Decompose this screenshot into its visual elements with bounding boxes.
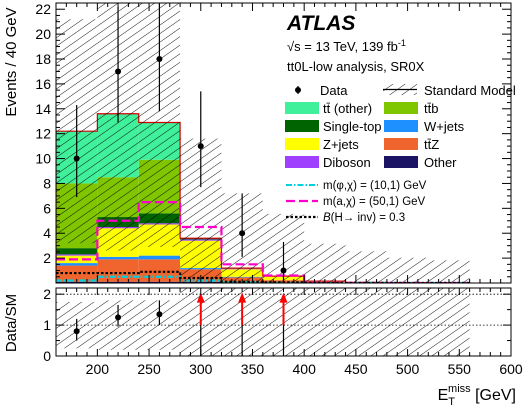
legend-signal-phi: m(φ,χ) = (10,1) GeV: [286, 180, 427, 192]
x-tick-label: 200: [86, 361, 110, 377]
legend-singletop: Single-top: [285, 119, 382, 134]
svg-text:Single-top: Single-top: [323, 119, 382, 134]
main-y-tick-label: 16: [35, 76, 51, 92]
y-axis-label: Events / 40 GeV: [3, 7, 20, 116]
legend-data: Data: [295, 83, 348, 98]
main-y-tick-label: 18: [35, 51, 51, 67]
svg-text:Data: Data: [320, 83, 348, 98]
svg-text:Diboson: Diboson: [323, 155, 371, 170]
main-y-tick-label: 22: [35, 1, 51, 17]
legend-ttz: tt̄Z: [384, 137, 439, 152]
data-point-0: [73, 155, 80, 162]
ratio-band-7: [345, 288, 387, 356]
ratio-arrow-head-2: [279, 292, 288, 303]
signal-line-2: [56, 270, 470, 283]
ratio-band-8: [386, 288, 429, 356]
signal-line-1: [56, 201, 470, 283]
ratio-y-tick-label: 2: [43, 286, 51, 302]
legend-wjets: W+jets: [384, 119, 465, 134]
x-tick-label: 300: [189, 361, 213, 377]
main-panel: 2 4 6 8 10 12 14 16 18 20 22: [35, 1, 512, 284]
ratio-y-axis-label: Data/SM: [3, 294, 20, 352]
sm-uncertainty-band-7: [345, 251, 387, 283]
bar-w-jets-1: [97, 256, 139, 260]
legend-signal-a: m(a,χ) = (50,1) GeV: [286, 196, 426, 208]
x-tick-label: 250: [137, 361, 161, 377]
main-y-tick-label: 8: [43, 175, 51, 191]
legend-signal-hinv: B(H→ inv) = 0.3: [286, 212, 405, 224]
data-point-5: [280, 267, 287, 274]
ratio-point-2: [156, 311, 163, 318]
legend-sm: Standard Model: [383, 83, 516, 98]
main-y-tick-label: 12: [35, 126, 51, 142]
bar-tt-z-2: [138, 259, 181, 282]
svg-text:Z+jets: Z+jets: [323, 137, 359, 152]
ratio-y-tick-label: 0: [43, 348, 51, 364]
x-tick-label: 550: [448, 361, 472, 377]
legend: Data Standard Model tt̄ (other) tt̄b Sin…: [285, 83, 516, 224]
legend-diboson: Diboson: [285, 155, 371, 170]
ratio-panel: 0 1 2 200 250 300 350 400 450 500 550 600: [43, 286, 523, 377]
x-tick-label: 450: [344, 361, 368, 377]
svg-text:Other: Other: [424, 155, 457, 170]
ratio-point-1: [115, 314, 122, 321]
ratio-y-tick-label: 1: [43, 317, 51, 333]
data-point-1: [115, 68, 122, 75]
x-tick-label: 600: [499, 361, 523, 377]
bar-w-jets-0: [56, 263, 98, 266]
atlas-label: ATLAS: [286, 12, 355, 35]
x-tick-label: 400: [293, 361, 317, 377]
ratio-arrow-head-0: [196, 292, 205, 303]
x-tick-label: 500: [396, 361, 420, 377]
svg-text:B(H→ inv) = 0.3: B(H→ inv) = 0.3: [323, 212, 405, 224]
svg-text:tt̄Z: tt̄Z: [424, 137, 439, 152]
ratio-band-6: [304, 288, 346, 356]
data-point-4: [239, 230, 246, 237]
ratio-arrow-head-1: [238, 292, 247, 303]
x-tick-label: 350: [241, 361, 265, 377]
main-y-tick-label: 10: [35, 151, 51, 167]
bar-diboson-0: [56, 254, 98, 256]
svg-text:tt̄ (other): tt̄ (other): [323, 101, 372, 116]
bar-w-jets-2: [138, 255, 181, 260]
main-y-tick-label: 20: [35, 26, 51, 42]
ratio-band-9: [428, 288, 470, 356]
main-y-tick-label: 14: [35, 101, 51, 117]
analysis-label: tt0L-low analysis, SR0X: [287, 59, 425, 74]
legend-ttother: tt̄ (other): [285, 101, 372, 116]
x-axis-label: ETmiss [GeV]: [438, 383, 516, 408]
data-point-3: [197, 143, 204, 150]
ratio-point-0: [73, 328, 80, 335]
main-y-tick-label: 6: [43, 200, 51, 216]
bar-tt-z-0: [56, 265, 98, 282]
legend-zjets: Z+jets: [285, 137, 359, 152]
svg-text:Standard Model: Standard Model: [424, 83, 516, 98]
energy-lumi-label: √s = 13 TeV, 139 fb-1: [287, 38, 406, 54]
svg-text:m(φ,χ) = (10,1) GeV: m(φ,χ) = (10,1) GeV: [323, 180, 427, 192]
data-point-2: [156, 56, 163, 62]
bar-tt-z-1: [97, 259, 139, 282]
svg-text:m(a,χ) = (50,1) GeV: m(a,χ) = (50,1) GeV: [323, 196, 426, 208]
main-y-tick-label: 4: [43, 225, 51, 241]
legend-ttb: tt̄b: [384, 101, 438, 116]
sm-uncertainty-band-6: [304, 243, 346, 283]
legend-other: Other: [384, 155, 457, 170]
bar-single-top-0: [56, 248, 98, 255]
svg-text:W+jets: W+jets: [424, 119, 465, 134]
main-y-tick-label: 2: [43, 250, 51, 266]
svg-text:tt̄b: tt̄b: [424, 101, 438, 116]
